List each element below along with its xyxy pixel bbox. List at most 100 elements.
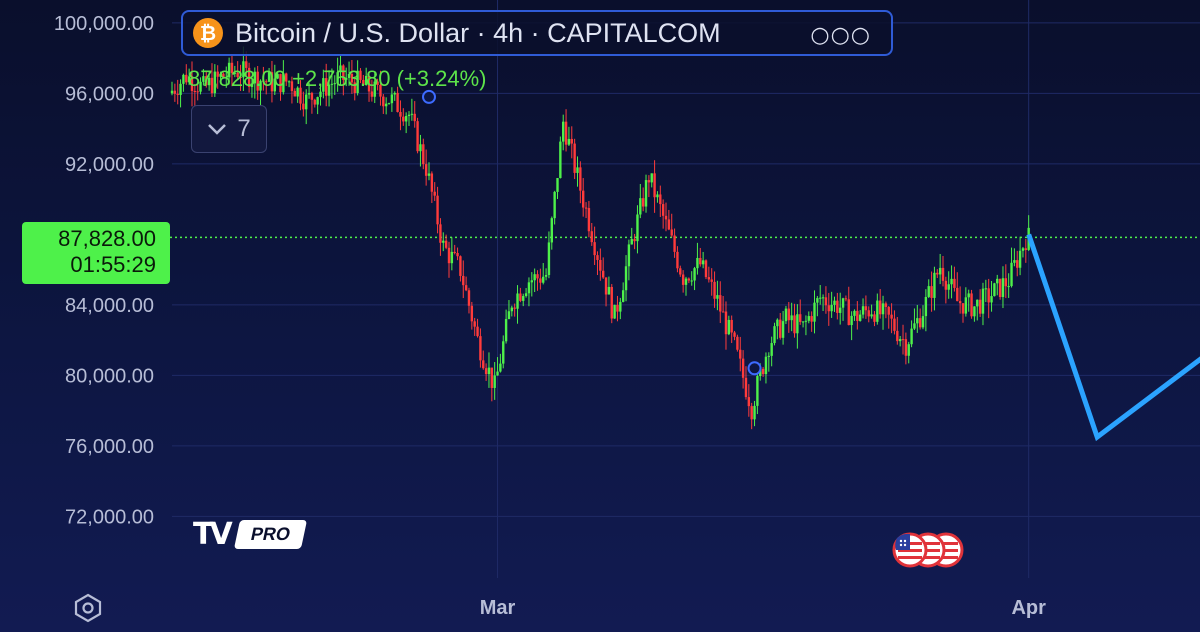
candle-down	[416, 121, 419, 152]
candle-down	[222, 73, 225, 78]
candle-down	[490, 367, 494, 388]
bitcoin-icon: ₿	[193, 18, 223, 48]
candle-down	[342, 65, 345, 80]
candle-up	[550, 218, 553, 243]
candle-down	[467, 290, 471, 306]
candle-down	[176, 93, 179, 95]
candle-up	[499, 363, 502, 372]
candle-up	[319, 91, 322, 98]
last-price-label: 87,828.00 01:55:29	[22, 222, 170, 284]
candle-up	[547, 242, 551, 275]
candle-up	[913, 323, 916, 329]
projection-arrow[interactable]	[1026, 233, 1200, 548]
candle-up	[387, 103, 391, 105]
candle-down	[205, 76, 208, 86]
candle-up	[330, 83, 334, 85]
candle-up	[556, 178, 559, 192]
candle-down	[610, 286, 613, 319]
more-horizontal-icon[interactable]: ○○○	[810, 23, 871, 48]
candle-down	[604, 277, 608, 295]
pro-badge: PRO	[233, 519, 307, 549]
indicators-toggle-button[interactable]: 7	[191, 105, 267, 153]
candle-down	[573, 143, 576, 173]
candle-down	[867, 310, 870, 317]
candle-down	[599, 259, 602, 271]
candle-down	[210, 77, 214, 94]
candle-down	[299, 87, 302, 104]
candle-up	[850, 315, 853, 326]
time-axis[interactable]: Mar Apr	[480, 597, 1046, 619]
settings-hexagon-icon[interactable]	[72, 592, 104, 624]
candle-up	[296, 87, 299, 97]
candle-up	[384, 103, 388, 107]
candle-up	[544, 274, 548, 277]
candle-down	[736, 336, 739, 350]
candle-down	[265, 81, 268, 83]
economic-events[interactable]	[888, 528, 968, 572]
candle-down	[901, 339, 905, 341]
candle-down	[616, 304, 619, 312]
candle-down	[479, 336, 482, 361]
candle-up	[644, 180, 648, 207]
candle-up	[947, 284, 950, 290]
candle-down	[293, 90, 296, 97]
candle-up	[507, 311, 511, 320]
candle-up	[607, 286, 611, 295]
candle-up	[179, 83, 182, 95]
candle-up	[973, 306, 976, 317]
candle-down	[399, 111, 402, 117]
candle-down	[1004, 278, 1008, 287]
candle-up	[916, 318, 919, 324]
indicators-count: 7	[237, 115, 251, 142]
candle-down	[936, 272, 939, 275]
candle-up	[767, 355, 771, 357]
symbol-header[interactable]: ₿ Bitcoin / U.S. Dollar · 4h · CAPITALCO…	[181, 10, 893, 56]
candle-up	[553, 191, 556, 219]
candle-up	[410, 113, 414, 115]
us-flag-icon[interactable]	[892, 532, 928, 568]
candle-up	[753, 405, 756, 420]
candle-down	[1016, 260, 1019, 268]
candle-down	[433, 191, 436, 196]
candle-up	[976, 299, 979, 307]
candle-up	[841, 298, 845, 308]
candle-down	[998, 278, 1002, 297]
candle-up	[993, 283, 996, 297]
tradingview-logo[interactable]: TV PRO	[193, 517, 307, 552]
candle-down	[362, 79, 365, 86]
candle-up	[307, 93, 311, 95]
candle-down	[464, 285, 468, 291]
candle-up	[373, 81, 376, 97]
candle-down	[350, 73, 354, 83]
candle-up	[898, 339, 902, 342]
candle-down	[382, 96, 385, 107]
candle-up	[813, 302, 816, 322]
candle-down	[230, 62, 234, 73]
candle-up	[819, 297, 822, 299]
candle-down	[245, 61, 248, 68]
candle-up	[533, 274, 536, 281]
candle-up	[404, 116, 408, 122]
price-axis[interactable]: 100,000.00 96,000.00 92,000.00 84,000.00 80,…	[54, 13, 154, 528]
candle-down	[741, 358, 745, 378]
candle-down	[579, 167, 582, 191]
candle-down	[196, 91, 199, 93]
candle-up	[630, 239, 633, 245]
candle-down	[664, 215, 668, 220]
candle-up	[364, 75, 368, 86]
candle-up	[559, 141, 562, 179]
candle-down	[353, 82, 356, 94]
candle-up	[407, 114, 411, 117]
candle-down	[325, 78, 328, 96]
candle-down	[239, 76, 242, 78]
candle-down	[670, 229, 673, 236]
candle-down	[719, 295, 722, 312]
candle-down	[584, 207, 588, 209]
candle-down	[704, 260, 708, 278]
candle-down	[836, 300, 839, 313]
candle-up	[781, 321, 785, 338]
candle-down	[185, 74, 188, 83]
candle-down	[396, 92, 399, 112]
candle-up	[253, 71, 257, 84]
